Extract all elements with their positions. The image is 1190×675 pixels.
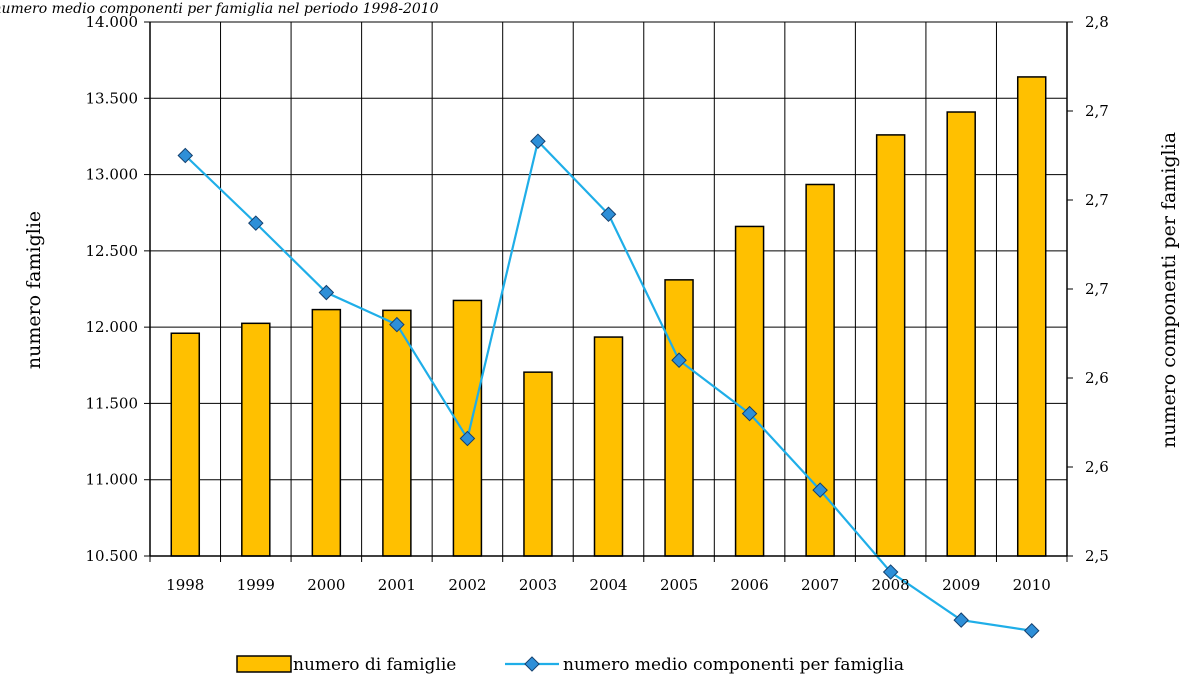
x-tick-label: 1999 <box>237 576 275 594</box>
x-tick-label: 1998 <box>166 576 204 594</box>
line-point <box>600 206 617 223</box>
bar <box>664 279 694 557</box>
x-tick-label: 2004 <box>589 576 627 594</box>
y-tick-label: 12.000 <box>86 318 139 336</box>
line-point <box>812 482 828 498</box>
y2-tick-label: 2,5 <box>1085 547 1109 565</box>
x-tick-label: 2010 <box>1013 576 1051 594</box>
y-tick-label: 11.000 <box>86 471 139 489</box>
x-tick-label: 2005 <box>660 576 698 594</box>
bar <box>946 111 976 557</box>
x-tick-label: 2003 <box>519 576 557 594</box>
y-tick-label: 11.500 <box>86 394 139 412</box>
line-point <box>389 316 405 333</box>
line-point <box>882 564 899 580</box>
y2-tick-label: 2,7 <box>1085 102 1109 120</box>
line-point <box>1023 622 1040 639</box>
x-tick-label: 2000 <box>307 576 345 594</box>
bar <box>1016 76 1047 557</box>
y2-tick-label: 2,6 <box>1085 369 1109 387</box>
y2-axis-title: numero componenti per famiglia <box>1158 132 1180 448</box>
line-point <box>177 147 194 164</box>
legend-marker-swatch <box>524 656 540 672</box>
bar <box>311 308 342 557</box>
x-tick-label: 2002 <box>448 576 486 594</box>
y2-tick-label: 2,8 <box>1085 13 1109 31</box>
line-series-componenti <box>177 133 1040 639</box>
y2-tick-label: 2,7 <box>1085 280 1109 298</box>
line-point <box>318 284 335 301</box>
line-point <box>741 405 758 422</box>
x-tick-label: 2009 <box>942 576 980 594</box>
y-tick-label: 13.000 <box>86 166 139 184</box>
bar <box>452 299 483 557</box>
legend: numero di famiglie numero medio componen… <box>236 655 904 675</box>
legend-label-bar: numero di famiglie <box>293 655 456 675</box>
y-tick-label: 10.500 <box>86 547 139 565</box>
x-tick-label: 2001 <box>378 576 416 594</box>
y-axis-title: numero famiglie <box>23 211 45 369</box>
line-point <box>248 215 264 231</box>
y-tick-label: 13.500 <box>86 89 139 107</box>
legend-bar-swatch <box>236 655 292 673</box>
bar <box>170 332 201 557</box>
bar <box>593 336 624 557</box>
x-tick-label: 2007 <box>801 576 839 594</box>
bar <box>382 309 412 557</box>
x-tick-label: 2008 <box>872 576 910 594</box>
bar <box>875 134 906 557</box>
y-tick-label: 12.500 <box>86 242 139 260</box>
line-point <box>459 430 476 447</box>
bar <box>241 322 271 557</box>
y2-tick-label: 2,7 <box>1085 191 1109 209</box>
y2-tick-label: 2,6 <box>1085 458 1109 476</box>
line-point <box>530 133 546 150</box>
bar-series-famiglie <box>170 76 1047 557</box>
bar <box>734 225 765 557</box>
chart-caption: Figura 2 - Famiglie e numero medio compo… <box>0 1 439 17</box>
y-tick-label: 14.000 <box>86 13 139 31</box>
bar <box>523 371 553 557</box>
line-point <box>953 612 969 628</box>
x-tick-label: 2006 <box>730 576 768 594</box>
axes: 10.500 11.000 11.500 12.000 12.500 13.000 13.5… <box>86 13 1109 594</box>
legend-label-line: numero medio componenti per famiglia <box>563 655 904 675</box>
line-point <box>671 352 687 368</box>
